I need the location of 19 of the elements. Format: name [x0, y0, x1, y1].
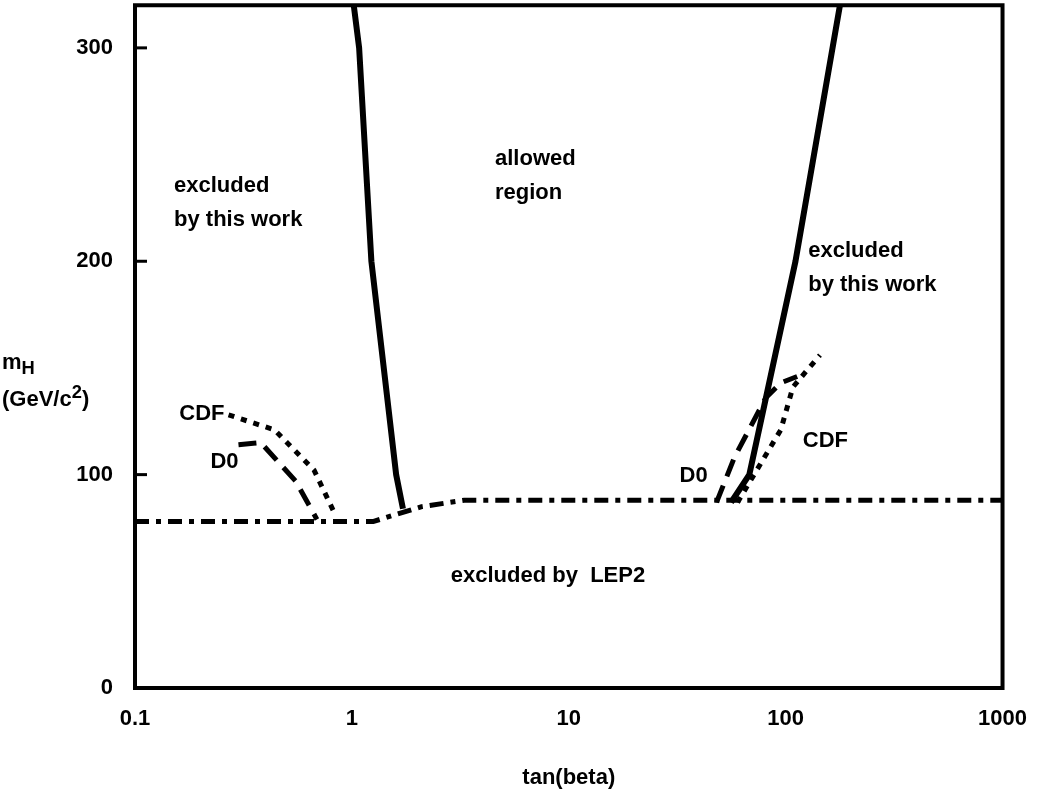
series-label: D0: [210, 447, 239, 473]
y-tick-label: 200: [76, 247, 113, 273]
x-tick-label: 1000: [978, 705, 1028, 731]
x-tick-label: 0.1: [119, 705, 151, 731]
x-tick-label: 100: [767, 705, 805, 731]
x-axis-title: tan(beta): [522, 763, 616, 789]
annotation: excluded by LEP2: [450, 562, 646, 588]
series-label: D0: [679, 462, 708, 488]
x-tick-label: 1: [345, 705, 359, 731]
y-tick-label: 300: [76, 33, 113, 59]
y-tick-label: 0: [100, 674, 113, 700]
y-tick-label: 100: [76, 460, 113, 486]
y-axis-title: m$_{H}$ (GeV/c$^{2}$): [2, 348, 90, 414]
series-label: CDF: [179, 399, 225, 425]
annotation: excluded by this work: [808, 237, 938, 297]
series-label: CDF: [802, 426, 849, 452]
annotation: excluded by this work: [174, 172, 304, 232]
x-tick-label: 10: [556, 705, 582, 731]
annotation: allowed region: [495, 144, 576, 204]
